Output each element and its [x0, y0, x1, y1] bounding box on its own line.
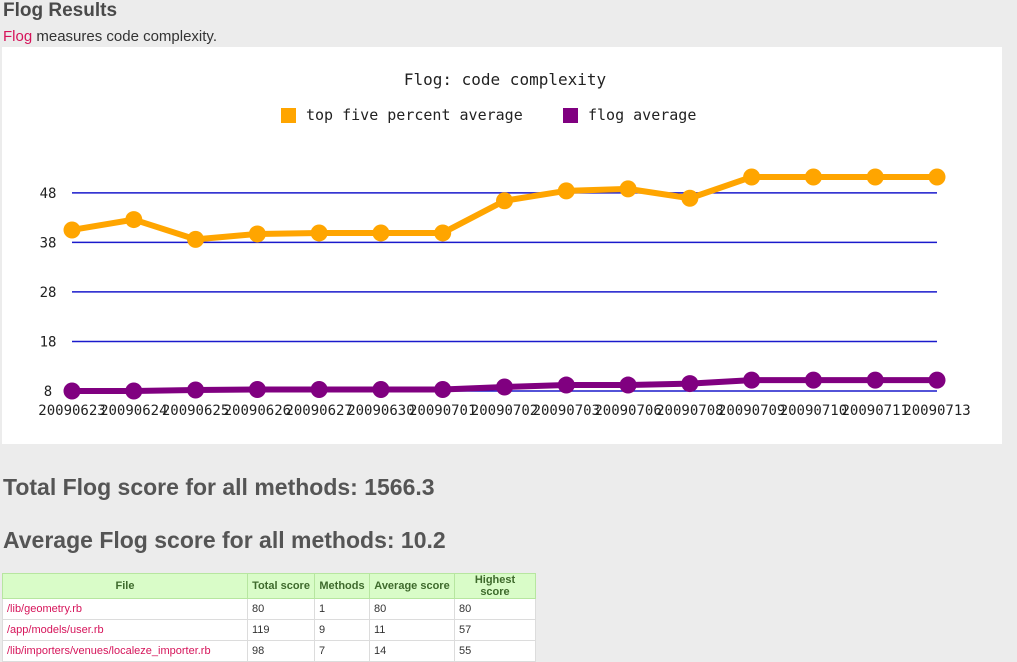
x-tick-label: 20090710	[780, 403, 847, 419]
data-point	[248, 225, 266, 243]
file-cell: /app/models/user.rb	[2, 619, 248, 641]
data-point	[63, 382, 81, 400]
x-tick-label: 20090627	[285, 403, 352, 419]
y-tick-label: 8	[44, 384, 52, 400]
data-point	[187, 381, 205, 399]
average-cell: 11	[369, 619, 455, 641]
file-link[interactable]: /lib/importers/venues/localeze_importer.…	[7, 645, 211, 657]
chart-svg: Flog: code complexity top five percent a…	[38, 70, 970, 419]
data-point	[866, 168, 884, 186]
average-cell: 80	[369, 598, 455, 620]
data-point	[619, 180, 637, 198]
table-header-row: File Total score Methods Average score H…	[2, 573, 536, 599]
flog-link[interactable]: Flog	[3, 28, 33, 45]
data-point	[557, 376, 575, 394]
y-tick-label: 28	[40, 285, 57, 301]
data-point	[310, 224, 328, 242]
header-highest-score[interactable]: Highest score	[454, 573, 536, 599]
x-tick-label: 20090701	[409, 403, 476, 419]
header-total-score[interactable]: Total score	[247, 573, 315, 599]
chart-legend: top five percent average flog average	[281, 106, 696, 124]
table-row: /lib/geometry.rb 80 1 80 80	[2, 598, 536, 620]
average-cell: 14	[369, 640, 455, 662]
data-point	[928, 371, 946, 389]
legend-swatch-top-five	[281, 108, 296, 123]
methods-cell: 9	[314, 619, 370, 641]
data-point	[434, 224, 452, 242]
y-tick-label: 38	[40, 235, 57, 251]
data-point	[372, 224, 390, 242]
highest-cell: 80	[454, 598, 536, 620]
x-tick-label: 20090713	[903, 403, 970, 419]
legend-label-flog-average: flog average	[588, 106, 696, 124]
data-point	[743, 371, 761, 389]
data-point	[434, 381, 452, 399]
total-score-heading: Total Flog score for all methods: 1566.3	[3, 474, 435, 500]
data-point	[804, 168, 822, 186]
header-average-score[interactable]: Average score	[369, 573, 455, 599]
page-title: Flog Results	[3, 0, 118, 21]
total-cell: 98	[247, 640, 315, 662]
x-tick-label: 20090623	[38, 403, 105, 419]
average-score-heading: Average Flog score for all methods: 10.2	[3, 527, 446, 553]
data-point	[248, 381, 266, 399]
x-tick-label: 20090626	[224, 403, 291, 419]
data-point	[496, 378, 513, 396]
data-point	[619, 376, 637, 394]
data-point	[804, 371, 822, 389]
intro-text: Flog measures code complexity.	[3, 28, 217, 45]
file-cell: /lib/importers/venues/localeze_importer.…	[2, 640, 248, 662]
y-tick-label: 18	[40, 334, 57, 350]
file-cell: /lib/geometry.rb	[2, 598, 248, 620]
data-point	[557, 182, 575, 200]
x-axis-ticks: 2009062320090624200906252009062620090627…	[38, 403, 970, 419]
x-tick-label: 20090709	[718, 403, 785, 419]
total-cell: 80	[247, 598, 315, 620]
data-point	[187, 230, 205, 248]
data-point	[125, 382, 143, 400]
header-methods[interactable]: Methods	[314, 573, 370, 599]
x-tick-label: 20090624	[100, 403, 167, 419]
scores-table: File Total score Methods Average score H…	[2, 573, 536, 662]
data-point	[63, 221, 81, 239]
x-tick-label: 20090708	[656, 403, 723, 419]
legend-swatch-flog-average	[563, 108, 578, 123]
data-point	[681, 375, 699, 393]
data-point	[125, 211, 143, 229]
table-row: /lib/importers/venues/localeze_importer.…	[2, 640, 536, 662]
chart-title: Flog: code complexity	[404, 70, 607, 89]
data-point	[866, 371, 884, 389]
x-tick-label: 20090711	[841, 403, 908, 419]
file-link[interactable]: /lib/geometry.rb	[7, 603, 82, 615]
data-point	[928, 168, 946, 186]
data-point	[743, 168, 761, 186]
intro-description: measures code complexity.	[32, 28, 217, 45]
table-row: /app/models/user.rb 119 9 11 57	[2, 619, 536, 641]
data-point	[496, 192, 513, 210]
x-tick-label: 20090706	[594, 403, 661, 419]
total-cell: 119	[247, 619, 315, 641]
data-point	[681, 189, 699, 207]
data-point	[310, 381, 328, 399]
highest-cell: 57	[454, 619, 536, 641]
y-axis-ticks: 8 18 28 38 48	[40, 186, 57, 400]
legend-label-top-five: top five percent average	[306, 106, 523, 124]
x-tick-label: 20090703	[533, 403, 600, 419]
methods-cell: 7	[314, 640, 370, 662]
header-file[interactable]: File	[2, 573, 248, 599]
x-tick-label: 20090630	[347, 403, 414, 419]
x-tick-label: 20090625	[162, 403, 229, 419]
x-tick-label: 20090702	[471, 403, 538, 419]
chart-grid	[72, 192, 937, 392]
highest-cell: 55	[454, 640, 536, 662]
complexity-chart: Flog: code complexity top five percent a…	[2, 47, 1002, 444]
file-link[interactable]: /app/models/user.rb	[7, 624, 104, 636]
chart-series	[63, 168, 946, 400]
y-tick-label: 48	[40, 186, 57, 202]
methods-cell: 1	[314, 598, 370, 620]
data-point	[372, 381, 390, 399]
